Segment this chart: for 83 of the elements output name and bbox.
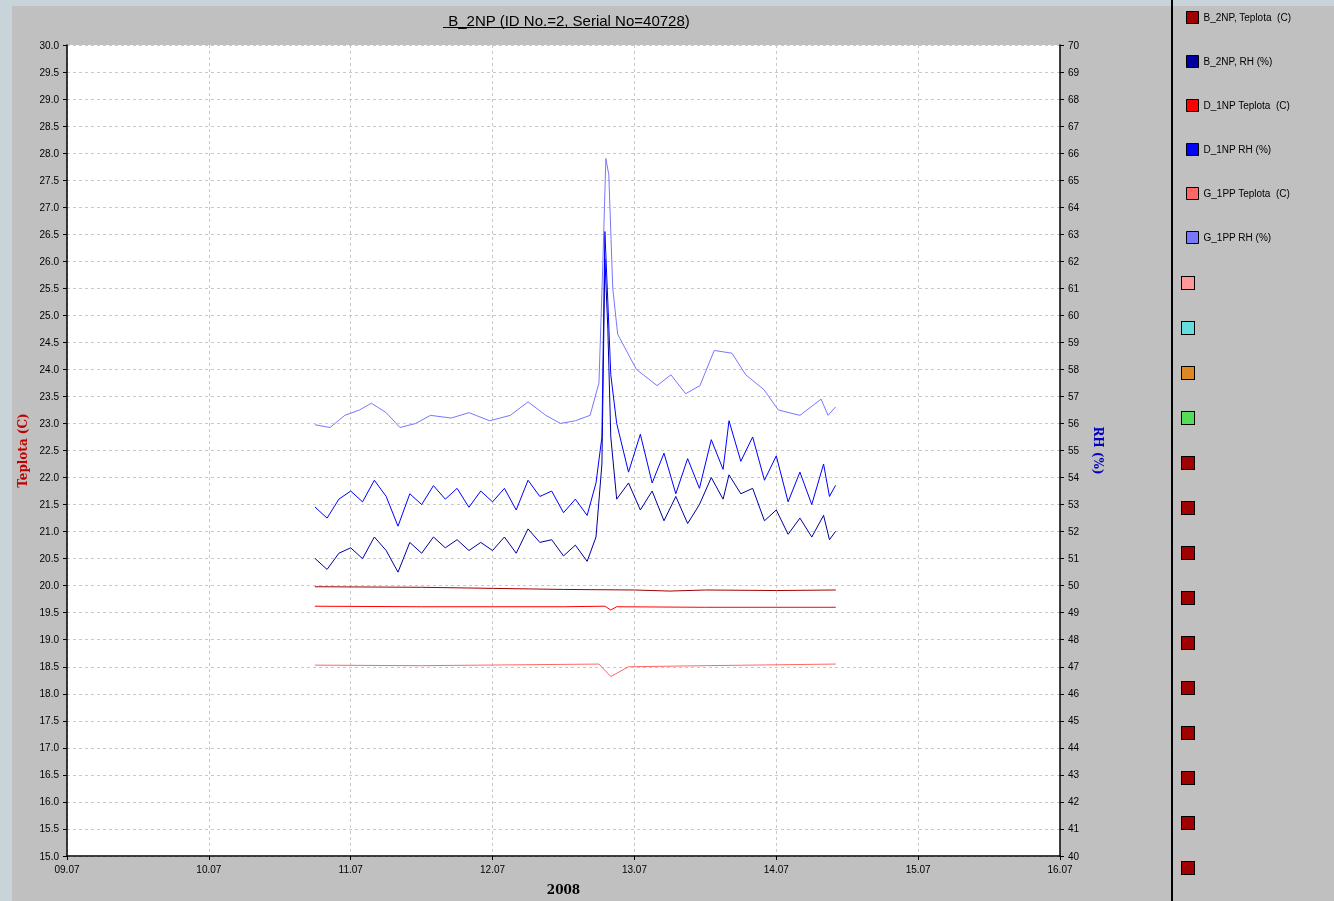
y-tick-label: 17.5 (39, 715, 60, 727)
y2-tick-label: 48 (1068, 634, 1080, 646)
y-tick-label: 25.0 (39, 309, 60, 321)
x-tick-label: 11.07 (338, 863, 364, 875)
y2-tick-label: 49 (1068, 607, 1080, 619)
y-axis-title: Teplota (C) (15, 413, 30, 488)
y-tick-label: 30.0 (39, 39, 60, 51)
y2-tick-label: 40 (1068, 850, 1080, 862)
y2-tick-label: 42 (1068, 796, 1080, 808)
legend-label: G_1PP Teplota (C) (1203, 188, 1290, 199)
y2-tick-label: 55 (1068, 445, 1080, 456)
y-tick-label: 19.0 (39, 634, 60, 646)
y2-tick-label: 62 (1068, 255, 1080, 267)
y-tick-label: 29.0 (39, 93, 60, 105)
y-tick-label: 16.0 (39, 796, 60, 808)
legend-label: B_2NP, RH (%) (1203, 56, 1273, 67)
y2-tick-label: 61 (1068, 282, 1080, 294)
y2-tick-label: 65 (1068, 174, 1080, 186)
y-tick-label: 24.0 (39, 363, 60, 375)
y-tick-label: 19.5 (39, 607, 60, 619)
y2-tick-label: 56 (1068, 417, 1080, 429)
x-tick-label: 14.07 (763, 863, 790, 875)
line-series (314, 663, 836, 677)
y-tick-label: 23.0 (39, 417, 60, 429)
y2-tick-label: 44 (1068, 742, 1080, 754)
x-tick-label: 09.07 (54, 863, 80, 875)
y-tick-label: 15.5 (39, 823, 60, 835)
y-tick-label: 23.5 (39, 390, 60, 402)
y2-tick-label: 41 (1068, 823, 1080, 835)
x-axis-title: 2008 (546, 883, 581, 897)
y-tick-label: 21.0 (39, 526, 60, 538)
legend-label: G_1PP RH (%) (1203, 232, 1272, 243)
line-series (314, 158, 836, 429)
y-tick-label: 18.5 (39, 661, 60, 673)
y2-tick-label: 54 (1068, 472, 1080, 484)
x-tick-label: 15.07 (905, 863, 932, 875)
y-tick-label: 15.0 (39, 850, 60, 862)
y-tick-label: 27.0 (39, 201, 60, 213)
y2-tick-label: 53 (1068, 499, 1080, 511)
y-tick-label: 20.0 (39, 580, 60, 592)
y-tick-label: 18.0 (39, 688, 60, 700)
y2-tick-label: 67 (1068, 120, 1080, 132)
y2-tick-label: 63 (1068, 228, 1080, 240)
x-tick-label: 16.07 (1047, 863, 1073, 875)
y-tick-label: 26.0 (39, 255, 60, 267)
y-tick-label: 22.5 (39, 445, 60, 456)
line-series (314, 231, 836, 527)
y2-tick-label: 50 (1068, 580, 1080, 592)
y2-tick-label: 52 (1068, 526, 1080, 538)
y2-tick-label: 43 (1068, 769, 1080, 781)
y-tick-label: 27.5 (39, 174, 60, 186)
y2-tick-label: 57 (1068, 390, 1080, 402)
y2-tick-label: 45 (1068, 715, 1080, 727)
chart-title: B_2NP (ID No.=2, Serial No=40728) (448, 12, 690, 29)
y2-tick-label: 69 (1068, 66, 1080, 78)
y2-tick-label: 60 (1068, 309, 1080, 321)
y-tick-label: 29.5 (39, 66, 60, 78)
y2-tick-label: 59 (1068, 336, 1080, 348)
y2-tick-label: 51 (1068, 553, 1080, 565)
y-tick-label: 26.5 (39, 228, 60, 240)
legend-label: D_1NP RH (%) (1203, 144, 1272, 155)
x-tick-label: 12.07 (480, 863, 506, 875)
y-tick-label: 20.5 (39, 553, 60, 565)
legend-label: B_2NP, Teplota (C) (1203, 12, 1291, 23)
y-tick-label: 16.5 (39, 769, 60, 781)
x-tick-label: 10.07 (196, 863, 222, 875)
y2-tick-label: 47 (1068, 661, 1080, 673)
y2-axis-title: RH (%) (1091, 426, 1105, 475)
y2-tick-label: 58 (1068, 363, 1080, 375)
y2-tick-label: 64 (1068, 201, 1080, 213)
y-tick-label: 24.5 (39, 336, 60, 348)
y-tick-label: 25.5 (39, 282, 60, 294)
y2-tick-label: 70 (1068, 39, 1080, 51)
legend-label: D_1NP Teplota (C) (1203, 100, 1290, 111)
y-tick-label: 22.0 (39, 472, 60, 484)
y2-tick-label: 46 (1068, 688, 1080, 700)
x-tick-label: 13.07 (621, 863, 648, 875)
y-tick-label: 21.5 (39, 499, 60, 511)
y-tick-label: 28.0 (39, 147, 60, 159)
y-tick-label: 28.5 (39, 120, 60, 132)
y2-tick-label: 66 (1068, 147, 1080, 159)
y2-tick-label: 68 (1068, 93, 1080, 105)
y-tick-label: 17.0 (39, 742, 60, 754)
